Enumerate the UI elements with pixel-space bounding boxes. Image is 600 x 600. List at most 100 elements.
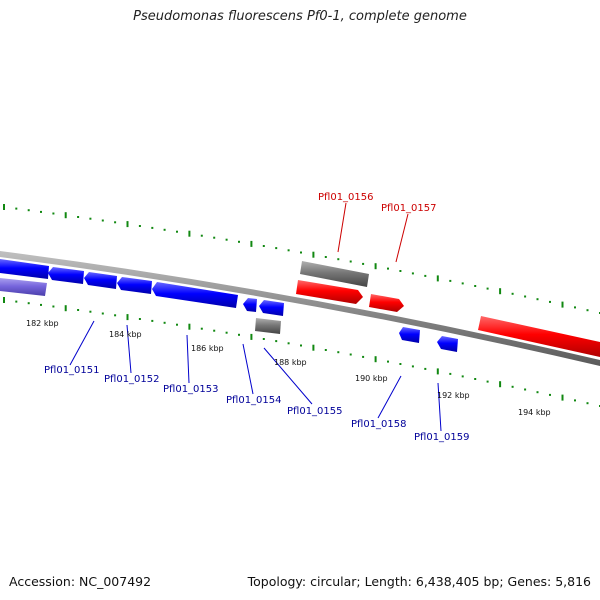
inner-minor-tick bbox=[486, 380, 489, 383]
label-leaders bbox=[69, 202, 442, 432]
inner-minor-tick bbox=[101, 312, 104, 315]
gene-arrow-pfl01-0155[interactable] bbox=[259, 300, 284, 316]
outer-minor-tick bbox=[424, 274, 427, 277]
accession-text: Accession: NC_007492 bbox=[9, 574, 152, 589]
inner-minor-tick bbox=[399, 363, 402, 365]
outer-minor-tick bbox=[101, 219, 104, 222]
inner-major-tick bbox=[561, 394, 564, 401]
gene-arrow-pfl01-0153[interactable] bbox=[117, 277, 152, 294]
outer-minor-tick bbox=[399, 270, 402, 272]
outer-minor-tick bbox=[411, 272, 414, 275]
gene-arrow-far-left[interactable] bbox=[0, 259, 49, 279]
genome-backbone bbox=[0, 251, 600, 366]
inner-major-tick bbox=[250, 333, 253, 340]
gene-label-pfl01-0159[interactable]: Pfl01_0159 bbox=[414, 432, 470, 443]
gene-arrow-pfl01-0159[interactable] bbox=[437, 336, 458, 352]
outer-major-tick bbox=[3, 204, 5, 210]
inner-major-tick bbox=[188, 323, 191, 330]
outer-minor-tick bbox=[586, 309, 589, 312]
scale-label-190: 190 kbp bbox=[355, 374, 388, 383]
inner-minor-tick bbox=[549, 393, 551, 396]
outer-minor-tick bbox=[275, 247, 278, 250]
inner-minor-tick bbox=[474, 378, 477, 380]
map-title: Pseudomonas fluorescens Pf0-1, complete … bbox=[133, 9, 467, 24]
inner-minor-tick bbox=[163, 321, 166, 324]
outer-minor-tick bbox=[474, 285, 477, 287]
inner-minor-tick bbox=[151, 319, 154, 322]
gene-label-pfl01-0151[interactable]: Pfl01_0151 bbox=[44, 365, 100, 376]
outer-minor-tick bbox=[27, 209, 30, 212]
outer-minor-tick bbox=[574, 306, 576, 309]
inner-minor-tick bbox=[524, 388, 527, 391]
inner-minor-tick bbox=[411, 365, 414, 368]
outer-minor-tick bbox=[52, 212, 55, 215]
gene-label-pfl01-0157[interactable]: Pfl01_0157 bbox=[381, 203, 437, 214]
inner-minor-tick bbox=[176, 323, 178, 326]
inner-minor-tick bbox=[15, 300, 18, 303]
gene-label-pfl01-0156[interactable]: Pfl01_0156 bbox=[318, 192, 374, 203]
leader-pfl01-0151 bbox=[69, 320, 95, 366]
inner-minor-tick bbox=[536, 391, 539, 394]
outer-major-tick bbox=[126, 221, 129, 228]
inner-major-tick bbox=[374, 356, 377, 363]
gene-arrow-pfl01-0156[interactable] bbox=[296, 280, 363, 304]
gene-label-pfl01-0154[interactable]: Pfl01_0154 bbox=[226, 395, 282, 406]
outer-minor-tick bbox=[40, 210, 42, 213]
gene-arrow-right-edge[interactable] bbox=[478, 316, 600, 357]
leader-pfl01-0159 bbox=[437, 382, 442, 432]
outer-major-tick bbox=[436, 275, 439, 282]
outer-minor-tick bbox=[449, 279, 452, 282]
gene-label-pfl01-0158[interactable]: Pfl01_0158 bbox=[351, 419, 407, 430]
gene-arrow-pfl01-0158[interactable] bbox=[399, 327, 420, 343]
outer-minor-tick bbox=[300, 251, 302, 254]
outer-minor-tick bbox=[549, 300, 551, 303]
outer-major-tick bbox=[374, 263, 377, 270]
gray-feature-upper[interactable] bbox=[300, 261, 369, 287]
outer-minor-tick bbox=[337, 258, 340, 261]
gene-arrow-pfl01-0154[interactable] bbox=[152, 282, 238, 308]
inner-minor-tick bbox=[574, 399, 576, 402]
inner-minor-tick bbox=[77, 309, 80, 311]
gene-label-pfl01-0152[interactable]: Pfl01_0152 bbox=[104, 374, 160, 385]
gene-arrow-small-a[interactable] bbox=[243, 298, 257, 312]
outer-tick-marks bbox=[3, 204, 600, 314]
inner-major-tick bbox=[312, 344, 315, 351]
outer-minor-tick bbox=[77, 216, 80, 218]
scale-label-186: 186 kbp bbox=[191, 344, 224, 353]
inner-major-tick bbox=[3, 297, 5, 303]
outer-major-tick bbox=[64, 212, 67, 219]
gray-feature-lower[interactable] bbox=[255, 318, 281, 334]
leader-pfl01-0157 bbox=[395, 213, 409, 263]
genome-summary-text: Topology: circular; Length: 6,438,405 bp… bbox=[247, 574, 591, 589]
outer-major-tick bbox=[312, 251, 315, 258]
inner-minor-tick bbox=[213, 329, 216, 332]
inner-minor-tick bbox=[138, 318, 141, 320]
gene-arrow-pfl01-0157[interactable] bbox=[369, 294, 404, 312]
gene-label-pfl01-0155[interactable]: Pfl01_0155 bbox=[287, 406, 343, 417]
outer-minor-tick bbox=[486, 287, 489, 290]
inner-minor-tick bbox=[387, 360, 389, 363]
outer-major-tick bbox=[499, 288, 502, 295]
inner-minor-tick bbox=[89, 310, 92, 313]
gene-arrow-pfl01-0151[interactable] bbox=[48, 267, 84, 284]
outer-minor-tick bbox=[511, 292, 514, 295]
inner-minor-tick bbox=[461, 375, 464, 378]
leader-pfl01-0158 bbox=[377, 375, 402, 419]
scale-label-182: 182 kbp bbox=[26, 319, 59, 328]
inner-minor-tick bbox=[52, 305, 55, 308]
inner-minor-tick bbox=[449, 372, 452, 375]
outer-minor-tick bbox=[262, 245, 265, 247]
gene-label-pfl01-0153[interactable]: Pfl01_0153 bbox=[163, 384, 219, 395]
inner-minor-tick bbox=[262, 338, 265, 340]
outer-major-tick bbox=[188, 230, 191, 237]
scale-label-184: 184 kbp bbox=[109, 330, 142, 339]
gene-arrow-pfl01-0152[interactable] bbox=[84, 272, 117, 289]
inner-minor-tick bbox=[275, 340, 278, 343]
outer-minor-tick bbox=[213, 236, 216, 239]
highlight-feature[interactable] bbox=[0, 278, 47, 296]
outer-minor-tick bbox=[287, 249, 290, 252]
inner-tick-marks bbox=[3, 297, 600, 407]
inner-major-tick bbox=[126, 314, 129, 321]
outer-minor-tick bbox=[349, 260, 352, 263]
